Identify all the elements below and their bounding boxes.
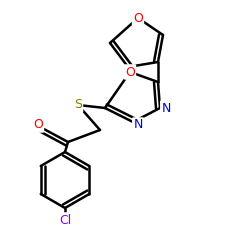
Text: O: O: [125, 66, 135, 78]
Text: N: N: [133, 118, 143, 132]
Text: Cl: Cl: [59, 214, 71, 226]
Text: O: O: [33, 118, 43, 132]
Text: S: S: [74, 98, 82, 112]
Text: N: N: [161, 102, 171, 114]
Text: O: O: [133, 12, 143, 24]
